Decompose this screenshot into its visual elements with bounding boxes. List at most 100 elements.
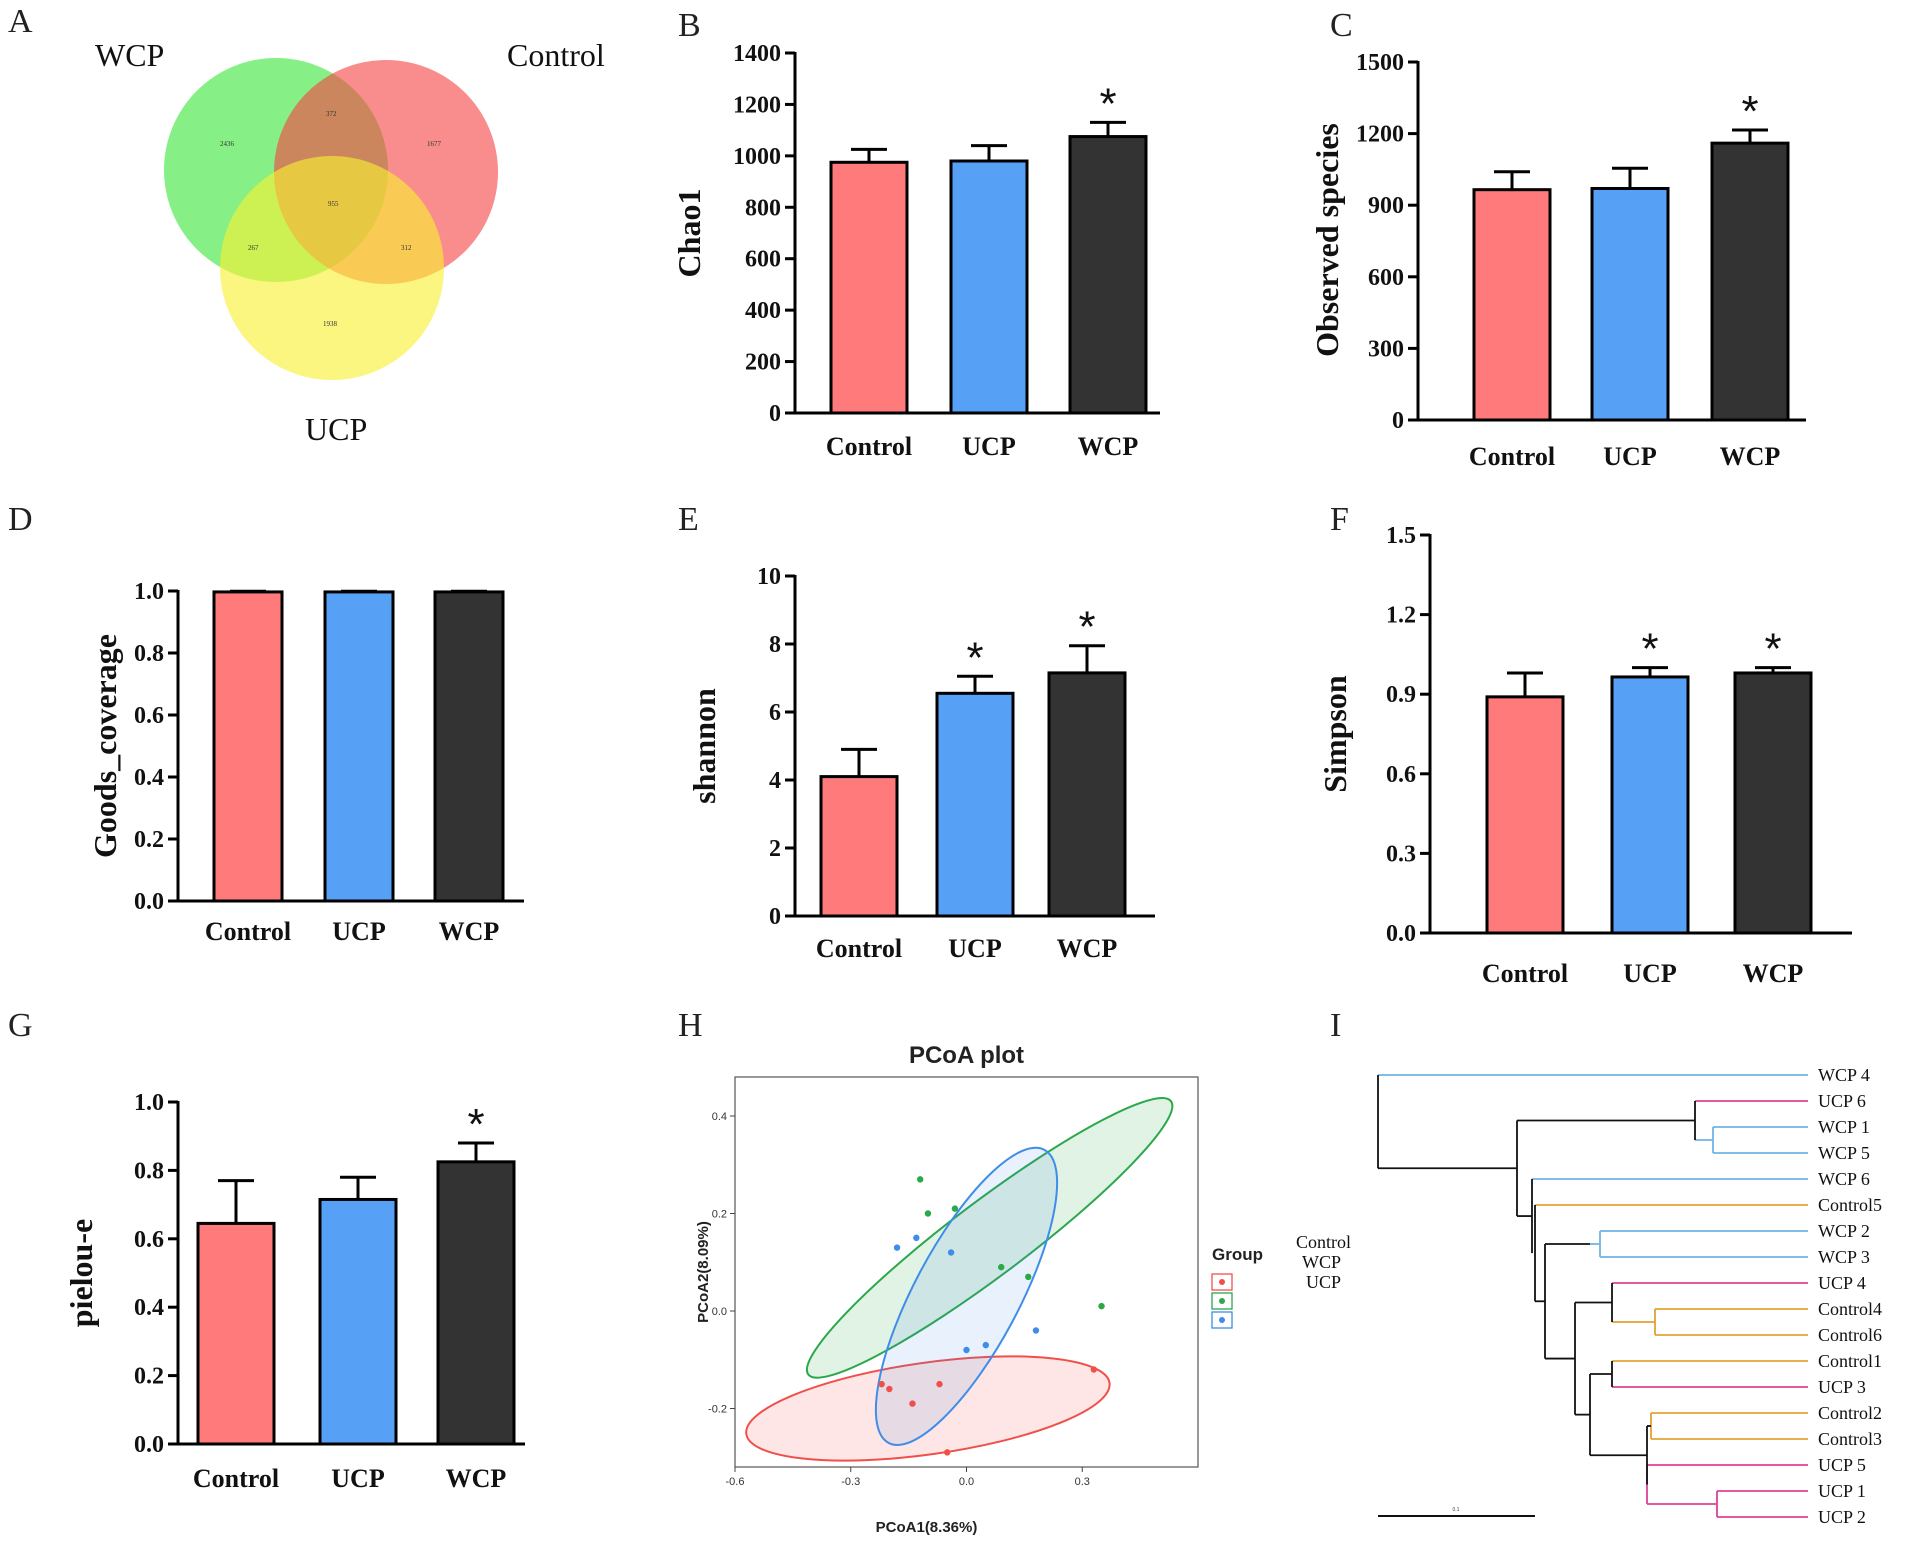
pcoa-frame <box>734 1076 1199 1468</box>
y-tick-label: 0.2 <box>134 1364 164 1390</box>
panel-letter-a: A <box>8 3 33 40</box>
venn-count-control-only: 1677 <box>427 140 442 148</box>
bar-control <box>819 775 899 918</box>
tree-legend-ucp: UCP <box>1306 1272 1341 1292</box>
panel-letter-f: F <box>1330 501 1349 538</box>
bar-wcp <box>433 590 505 903</box>
y-tick-label: 6 <box>769 700 781 726</box>
leaf-label: WCP 2 <box>1818 1221 1870 1241</box>
venn-count-wcp-only: 2436 <box>220 140 235 148</box>
significance-star: * <box>1641 625 1658 674</box>
panel-letter-e: E <box>678 501 699 538</box>
leaf-label: UCP 6 <box>1818 1091 1866 1111</box>
y-axis-title: PCoA2(8.09%) <box>695 1221 712 1323</box>
y-tick-label: 0.2 <box>712 1209 727 1221</box>
y-tick-label: 0.4 <box>712 1111 727 1123</box>
point-control <box>936 1380 943 1388</box>
y-tick-label: 1.2 <box>1386 603 1416 629</box>
y-tick-label: 8 <box>769 632 781 658</box>
bar-wcp <box>1710 141 1790 422</box>
leaf-label: Control1 <box>1818 1351 1882 1371</box>
y-tick-label: 1400 <box>733 41 781 67</box>
category-label-control: Control <box>1482 959 1568 988</box>
y-tick-label: -0.2 <box>708 1404 727 1416</box>
bar-control <box>1485 695 1565 935</box>
legend-dot-wcp <box>1219 1298 1225 1304</box>
category-label-wcp: WCP <box>1743 959 1804 988</box>
bar-wcp <box>1068 135 1148 415</box>
point-wcp <box>924 1210 932 1217</box>
y-tick-label: 900 <box>1368 193 1404 219</box>
y-tick-label: 0.6 <box>1386 762 1416 788</box>
y-tick-label: 400 <box>745 298 781 324</box>
leaf-label: WCP 4 <box>1818 1065 1870 1085</box>
legend-dot-control <box>1219 1279 1225 1285</box>
point-wcp <box>1025 1273 1032 1281</box>
bar-ucp <box>1590 186 1670 422</box>
panel-letter-c: C <box>1330 7 1353 44</box>
point-control <box>878 1380 885 1388</box>
y-tick-label: 0.0 <box>134 1432 164 1458</box>
point-wcp <box>951 1205 959 1212</box>
y-tick-label: 10 <box>757 564 781 590</box>
venn-label-control: Control <box>507 37 605 73</box>
y-tick-label: 1500 <box>1356 50 1404 76</box>
venn-circle-ucp <box>220 156 444 380</box>
bar-wcp <box>1047 671 1127 918</box>
y-tick-label: 600 <box>745 247 781 273</box>
y-axis-title: Chao1 <box>671 189 707 278</box>
category-label-ucp: UCP <box>962 432 1016 461</box>
y-tick-label: 1000 <box>733 144 781 170</box>
y-tick-label: 0.8 <box>134 1158 164 1184</box>
bar-ucp <box>318 1197 398 1446</box>
y-tick-label: 800 <box>745 195 781 221</box>
category-label-wcp: WCP <box>439 917 500 946</box>
bar-control <box>829 160 909 415</box>
venn-count-ucp-only: 1938 <box>323 320 338 328</box>
y-tick-label: 300 <box>1368 336 1404 362</box>
leaf-label: Control5 <box>1818 1195 1882 1215</box>
category-label-ucp: UCP <box>1623 959 1677 988</box>
leaf-label: WCP 3 <box>1818 1247 1870 1267</box>
venn-diagram: WCP Control UCP 2436 372 1677 955 267 31… <box>95 37 605 447</box>
x-axis-title: PCoA1(8.36%) <box>876 1519 978 1536</box>
y-tick-label: 0.4 <box>134 1295 164 1321</box>
y-tick-label: 0.8 <box>134 641 164 667</box>
pcoa-plot: PCoA plot -0.6 -0.3 0.0 0.3 -0.2 0.0 0.2 0.4 PCoA… <box>695 1042 1263 1536</box>
bar-chart-goods-coverage: 0.0 0.2 0.4 0.6 0.8 1.0 Goods_coverage Control U… <box>87 579 524 946</box>
panel-letter-b: B <box>678 7 701 44</box>
leaf-label: UCP 1 <box>1818 1481 1866 1501</box>
y-tick-label: 1200 <box>733 92 781 118</box>
x-tick-label: 0.3 <box>1075 1476 1090 1488</box>
point-control <box>944 1449 951 1456</box>
point-ucp <box>963 1346 970 1354</box>
leaf-label: Control2 <box>1818 1403 1882 1423</box>
point-wcp <box>917 1176 924 1183</box>
bar-wcp <box>436 1160 516 1446</box>
y-tick-label: 0.2 <box>134 827 164 853</box>
category-label-wcp: WCP <box>1720 442 1781 471</box>
bar-ucp <box>323 590 395 903</box>
category-label-control: Control <box>193 1464 279 1493</box>
y-axis-title: Goods_coverage <box>87 634 123 858</box>
significance-star: * <box>1078 603 1095 652</box>
dendrogram: WCP 4 UCP 6 WCP 1 WCP 5 WCP 6 Control5 WCP 2 WC… <box>1296 1065 1882 1527</box>
panel-letter-d: D <box>8 501 33 538</box>
y-tick-label: 0.0 <box>712 1306 727 1318</box>
bar-control <box>196 1221 276 1446</box>
x-tick-label: 0.0 <box>959 1476 974 1488</box>
y-tick-label: 200 <box>745 350 781 376</box>
y-tick-label: 0.6 <box>134 703 164 729</box>
point-ucp <box>1032 1327 1040 1334</box>
y-axis-title: Simpson <box>1317 675 1353 793</box>
y-axis-title: shannon <box>686 688 722 804</box>
y-tick-label: 1.0 <box>134 1090 164 1116</box>
bar-chart-pielou-e: 0.0 0.2 0.4 0.6 0.8 1.0 pielou-e Control UCP WCP * <box>63 1090 525 1493</box>
leaf-label: Control3 <box>1818 1429 1882 1449</box>
y-tick-label: 0.9 <box>1386 682 1416 708</box>
pcoa-title: PCoA plot <box>909 1042 1024 1069</box>
y-tick-label: 0 <box>769 904 781 930</box>
venn-count-wcp-ucp: 267 <box>248 244 259 252</box>
y-tick-label: 0.0 <box>1386 921 1416 947</box>
